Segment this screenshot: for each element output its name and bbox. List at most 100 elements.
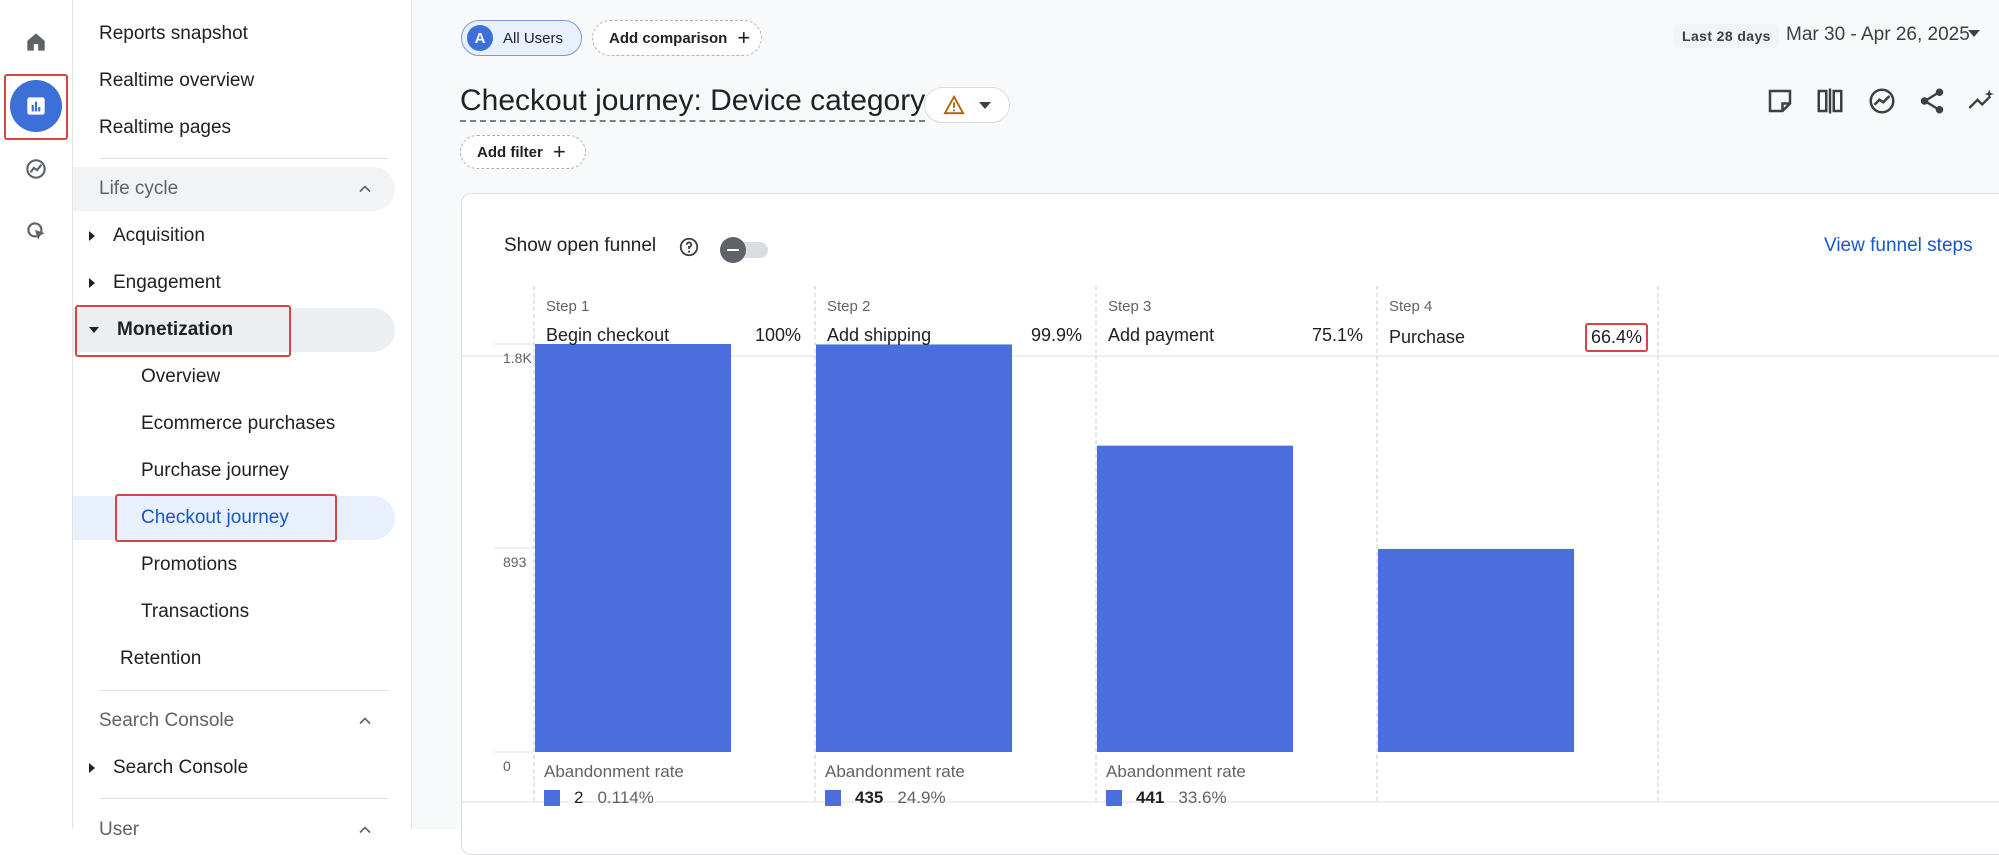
section-life-cycle[interactable]: Life cycle	[73, 167, 395, 211]
series-swatch	[1106, 790, 1122, 806]
sidebar-item-label: Overview	[141, 366, 221, 387]
funnel-bar-step-4[interactable]	[1378, 548, 1574, 752]
sidebar-item-transactions[interactable]: Transactions	[73, 590, 395, 634]
help-icon[interactable]	[678, 236, 700, 258]
abandonment-count: 2	[574, 788, 584, 807]
sidebar-item-label: Monetization	[117, 319, 234, 340]
sidebar-item-search-console[interactable]: Search Console	[73, 746, 395, 790]
sidebar-item-realtime-pages[interactable]: Realtime pages	[73, 106, 395, 150]
toggle-knob[interactable]	[720, 237, 746, 263]
add-comparison-button[interactable]: Add comparison +	[592, 20, 762, 56]
step-number: Step 3	[1108, 298, 1152, 315]
sidebar-item-ecommerce-purchases[interactable]: Ecommerce purchases	[73, 402, 395, 446]
date-dropdown-icon[interactable]	[1968, 30, 1980, 37]
step-title-row: Begin checkout 100%	[546, 323, 805, 348]
sidebar-item-retention[interactable]: Retention	[73, 637, 395, 681]
sidebar-item-label: Acquisition	[113, 225, 205, 246]
sidebar-item-overview[interactable]: Overview	[73, 355, 395, 399]
sidebar-item-label: Ecommerce purchases	[141, 413, 336, 434]
segment-avatar: A	[467, 25, 493, 51]
trend-sparkle-icon[interactable]	[1967, 86, 1995, 116]
chevron-up-icon	[359, 185, 371, 193]
sidebar-nav: Reports snapshot Realtime overview Realt…	[73, 0, 412, 852]
sidebar-item-engagement[interactable]: Engagement	[73, 261, 395, 305]
chevron-down-icon	[979, 101, 991, 109]
funnel-chart: 1.8K 893 0 Step 1 Begin checkout 100% Abandonm…	[462, 194, 1999, 854]
funnel-chart-svg	[462, 286, 1999, 803]
sidebar-item-label: Realtime pages	[99, 117, 232, 138]
sidebar-item-promotions[interactable]: Promotions	[73, 543, 395, 587]
y-tick-label: 893	[503, 554, 527, 570]
page-title: Checkout journey: Device category	[460, 84, 926, 122]
share-icon[interactable]	[1917, 86, 1947, 116]
abandonment-percent: 0.114%	[597, 788, 654, 807]
home-icon[interactable]	[10, 16, 62, 68]
annotation-icon[interactable]	[1765, 86, 1795, 116]
sidebar-item-acquisition[interactable]: Acquisition	[73, 214, 395, 258]
abandonment-row: 435 24.9%	[825, 788, 946, 808]
divider	[99, 690, 389, 691]
section-label: Search Console	[99, 710, 235, 731]
insights-icon[interactable]	[1867, 86, 1897, 116]
step-completion-rate: 66.4%	[1584, 323, 1648, 352]
segment-chip-all-users[interactable]: A All Users	[461, 20, 582, 56]
section-label: Life cycle	[99, 178, 179, 199]
caret-down-icon	[89, 327, 99, 333]
data-quality-chip[interactable]	[924, 87, 1010, 123]
divider	[99, 158, 389, 159]
explore-icon[interactable]	[10, 143, 62, 195]
advertising-icon[interactable]	[10, 205, 62, 257]
sidebar-item-checkout-journey[interactable]: Checkout journey	[73, 496, 395, 540]
step-header-1: Step 1 Begin checkout 100%	[534, 286, 815, 356]
funnel-bar-step-3[interactable]	[1097, 445, 1293, 752]
abandonment-row: 441 33.6%	[1106, 788, 1227, 808]
sidebar-item-reports-snapshot[interactable]: Reports snapshot	[73, 12, 395, 56]
sidebar-item-purchase-journey[interactable]: Purchase journey	[73, 449, 395, 493]
section-user[interactable]: User	[73, 808, 395, 852]
chevron-up-icon	[359, 717, 371, 725]
abandonment-percent: 24.9%	[897, 788, 946, 807]
add-filter-button[interactable]: Add filter +	[460, 135, 586, 169]
caret-right-icon	[89, 278, 95, 288]
sidebar-item-label: Engagement	[113, 272, 221, 293]
sidebar-item-label: Retention	[120, 648, 202, 669]
date-preset-badge: Last 28 days	[1674, 24, 1779, 48]
section-search-console[interactable]: Search Console	[73, 699, 395, 743]
y-tick-label: 1.8K	[503, 350, 532, 366]
reports-icon[interactable]	[10, 80, 62, 132]
funnel-bar-step-2[interactable]	[816, 344, 1012, 752]
add-filter-label: Add filter	[477, 143, 543, 161]
sidebar-item-label: Realtime overview	[99, 70, 255, 91]
step-title-row: Add payment 75.1%	[1108, 323, 1367, 348]
step-name: Add payment	[1108, 325, 1215, 345]
divider	[99, 798, 389, 799]
sidebar-item-monetization[interactable]: Monetization	[73, 308, 395, 352]
step-completion-rate: 75.1%	[1311, 325, 1363, 345]
warning-icon	[943, 95, 965, 115]
y-tick-label: 0	[503, 758, 511, 774]
abandonment-count: 441	[1136, 788, 1165, 807]
sidebar-item-label: Reports snapshot	[99, 23, 248, 44]
step-name: Begin checkout	[546, 325, 670, 345]
caret-right-icon	[89, 763, 95, 773]
compare-icon[interactable]	[1815, 86, 1845, 116]
sidebar-item-label: Promotions	[141, 554, 238, 575]
open-funnel-label: Show open funnel	[504, 235, 657, 256]
view-funnel-steps-link[interactable]: View funnel steps	[1824, 235, 1973, 256]
abandonment-count: 435	[855, 788, 884, 807]
step-header-2: Step 2 Add shipping 99.9%	[815, 286, 1096, 356]
sidebar-item-realtime-overview[interactable]: Realtime overview	[73, 59, 395, 103]
step-header-3: Step 3 Add payment 75.1%	[1096, 286, 1377, 356]
funnel-bar-step-1[interactable]	[535, 344, 731, 752]
step-title-row: Add shipping 99.9%	[827, 323, 1086, 348]
funnel-card: Show open funnel View funnel steps 1.8K 8…	[461, 193, 1999, 855]
step-name: Add shipping	[827, 325, 932, 345]
step-header-4: Step 4 Purchase 66.4%	[1377, 286, 1658, 356]
series-swatch	[825, 790, 841, 806]
abandonment-rate-label: Abandonment rate	[1106, 762, 1246, 781]
step-completion-rate: 99.9%	[1030, 325, 1082, 345]
date-range-picker[interactable]: Mar 30 - Apr 26, 2025	[1786, 24, 1970, 45]
step-number: Step 1	[546, 298, 590, 315]
abandonment-row: 2 0.114%	[544, 788, 654, 808]
sidebar-item-label: Transactions	[141, 601, 250, 622]
